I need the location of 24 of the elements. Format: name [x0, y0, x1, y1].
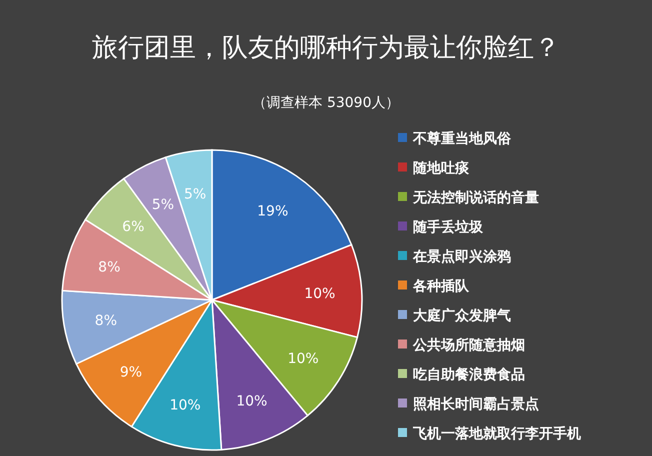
- legend-label: 无法控制说话的音量: [412, 189, 539, 206]
- data-label: 8%: [94, 313, 118, 330]
- legend-label: 随手丢垃圾: [413, 218, 484, 236]
- data-label: 19%: [257, 204, 288, 220]
- data-label: 5%: [152, 196, 174, 213]
- data-label: 9%: [120, 364, 142, 380]
- legend-label: 照相长时间霸占景点: [413, 396, 539, 412]
- legend-label: 飞机一落地就取行李开手机: [412, 425, 581, 442]
- legend-label: 吃自助餐浪费食品: [413, 366, 525, 383]
- data-label: 10%: [304, 286, 336, 302]
- legend-label: 在景点即兴涂鸦: [412, 248, 511, 265]
- legend-label: 不尊重当地风俗: [412, 130, 512, 147]
- legend-label: 大庭广众发脾气: [413, 307, 511, 324]
- legend-label: 各种插队: [412, 278, 470, 294]
- legend-label: 随地吐痰: [413, 160, 470, 176]
- data-label: 10%: [288, 350, 319, 367]
- data-label: 5%: [184, 186, 206, 202]
- chart-subtitle: （调查样本 53090人）: [252, 95, 400, 111]
- data-label: 10%: [170, 398, 201, 414]
- data-label: 10%: [236, 393, 268, 410]
- legend-label: 公共场所随意抽烟: [412, 336, 525, 354]
- data-label: 6%: [122, 219, 144, 236]
- data-label: 8%: [98, 260, 120, 276]
- chart-title: 旅行团里，队友的哪种行为最让你脸红？: [92, 33, 560, 63]
